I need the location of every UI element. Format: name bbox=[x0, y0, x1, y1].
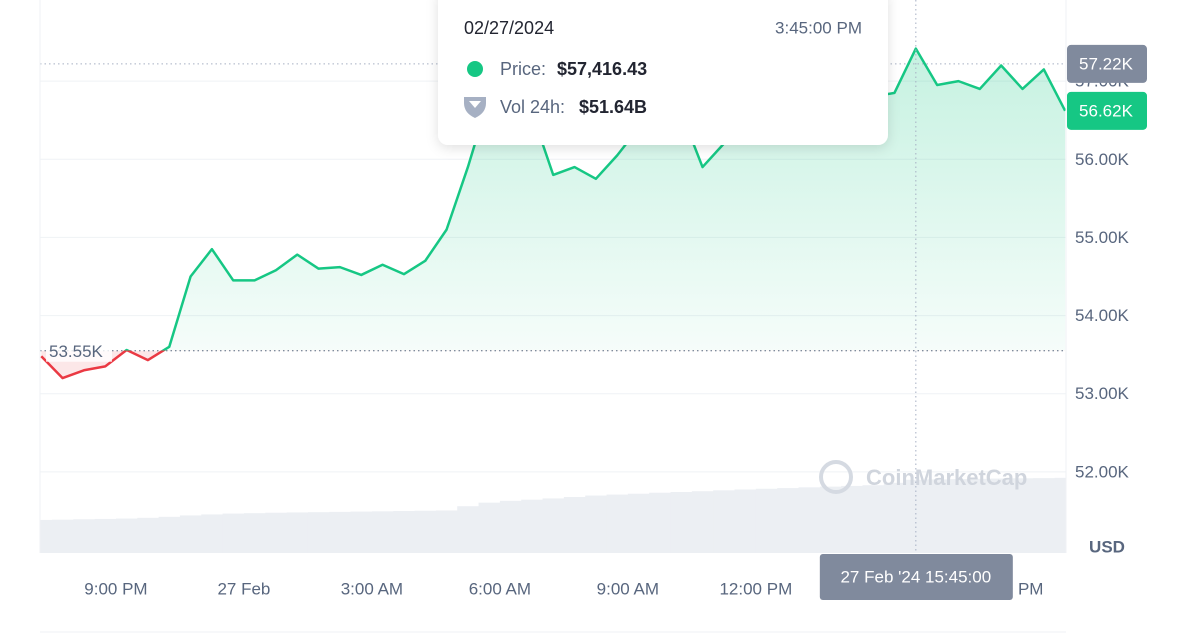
volume-bar bbox=[798, 487, 821, 553]
volume-bar bbox=[649, 492, 672, 553]
watermark-logo bbox=[819, 460, 853, 494]
crosshair-label: 27 Feb '24 15:45:00 bbox=[840, 567, 991, 586]
tooltip-price-label: Price: bbox=[500, 59, 546, 79]
volume-bar bbox=[393, 511, 416, 553]
volume-bar bbox=[307, 512, 330, 553]
volume-bar bbox=[73, 519, 96, 553]
last-value-label: 56.62K bbox=[1079, 101, 1134, 120]
baseline-label: 53.55K bbox=[49, 342, 104, 361]
volume-bar bbox=[841, 485, 864, 553]
volume-bar bbox=[627, 493, 650, 553]
volume-bar bbox=[457, 506, 480, 553]
volume-bar bbox=[521, 499, 544, 553]
volume-bar bbox=[115, 518, 138, 553]
overlay-layer: CoinMarketCap USD 52.00K 53.00K 54.00K 55.0… bbox=[39, 0, 1147, 633]
volume-bar bbox=[94, 518, 117, 553]
volume-icon-inner bbox=[469, 101, 481, 108]
x-tick-label: 9:00 PM bbox=[84, 579, 147, 598]
volume-bar bbox=[777, 488, 800, 553]
baseline-label-bg bbox=[46, 339, 112, 362]
volume-bar bbox=[414, 510, 437, 553]
volume-bar bbox=[755, 488, 778, 553]
volume-bar bbox=[51, 519, 74, 553]
volume-bar bbox=[905, 479, 927, 553]
tooltip-box bbox=[438, 0, 888, 145]
volume-bar bbox=[926, 479, 949, 553]
volume-bar bbox=[1033, 478, 1055, 553]
x-tick-label: 9:00 AM bbox=[597, 579, 659, 598]
volume-bar bbox=[329, 511, 352, 553]
tooltip-price: $57,416.43 bbox=[557, 59, 647, 79]
volume-bar bbox=[158, 516, 181, 553]
tooltip-date: 02/27/2024 bbox=[464, 18, 554, 38]
volume-bar bbox=[243, 513, 266, 553]
volume-bar bbox=[819, 486, 842, 553]
y-tick-label: 53.00K bbox=[1075, 384, 1130, 403]
y-tick-label: 52.00K bbox=[1075, 462, 1130, 481]
tooltip-time: 3:45:00 PM bbox=[775, 18, 862, 37]
y-tick-label: 55.00K bbox=[1075, 228, 1130, 247]
volume-bar bbox=[990, 478, 1013, 553]
volume-bar bbox=[371, 511, 394, 553]
tooltip-volume-label: Vol 24h: bbox=[500, 97, 565, 117]
volume-bar bbox=[1011, 478, 1034, 553]
volume-bar bbox=[350, 511, 373, 553]
crosshair-label-box bbox=[819, 554, 1013, 600]
volume-bar bbox=[862, 485, 885, 553]
volume-bar bbox=[883, 482, 906, 553]
y-tick-label: 54.00K bbox=[1075, 306, 1130, 325]
x-tick-label: 6:00 AM bbox=[469, 579, 531, 598]
volume-bar bbox=[137, 517, 160, 553]
volume-bar bbox=[435, 510, 458, 553]
volume-bar bbox=[585, 495, 608, 553]
volume-bar bbox=[969, 478, 991, 553]
tooltip-volume: $51.64B bbox=[579, 97, 647, 117]
price-dot bbox=[467, 61, 483, 77]
x-tick-label: 12:00 PM bbox=[719, 579, 792, 598]
volume-bar bbox=[713, 490, 736, 553]
volume-bar bbox=[222, 513, 245, 553]
tooltip: 02/27/2024 3:45:00 PM Price: $57,416.43 … bbox=[438, 0, 888, 145]
volume-bar bbox=[179, 515, 202, 553]
volume-bar bbox=[499, 500, 522, 553]
high-value-label: 57.22K bbox=[1079, 54, 1134, 73]
watermark: CoinMarketCap bbox=[866, 465, 1027, 490]
volume-bar bbox=[40, 519, 53, 553]
volume-bar bbox=[563, 496, 586, 553]
volume-bar bbox=[286, 512, 309, 553]
high-value-box bbox=[1067, 44, 1147, 83]
volume-bar bbox=[478, 502, 501, 553]
volume-bar bbox=[1054, 477, 1066, 553]
volume-bar bbox=[201, 514, 224, 553]
volume-bar bbox=[734, 489, 757, 553]
volume-bar bbox=[265, 512, 288, 553]
volume-bar bbox=[691, 491, 714, 553]
x-tick-label: 3:00 AM bbox=[341, 579, 403, 598]
volume-bar bbox=[542, 498, 565, 553]
y-tick-label: 56.00K bbox=[1075, 150, 1130, 169]
volume-bar bbox=[947, 479, 970, 553]
price-line bbox=[40, 47, 1066, 380]
volume-bar bbox=[670, 492, 693, 553]
y-unit: USD bbox=[1089, 537, 1125, 556]
last-value-box bbox=[1067, 91, 1147, 130]
volume-bar bbox=[606, 494, 629, 553]
x-tick-label: 27 Feb bbox=[217, 579, 270, 598]
